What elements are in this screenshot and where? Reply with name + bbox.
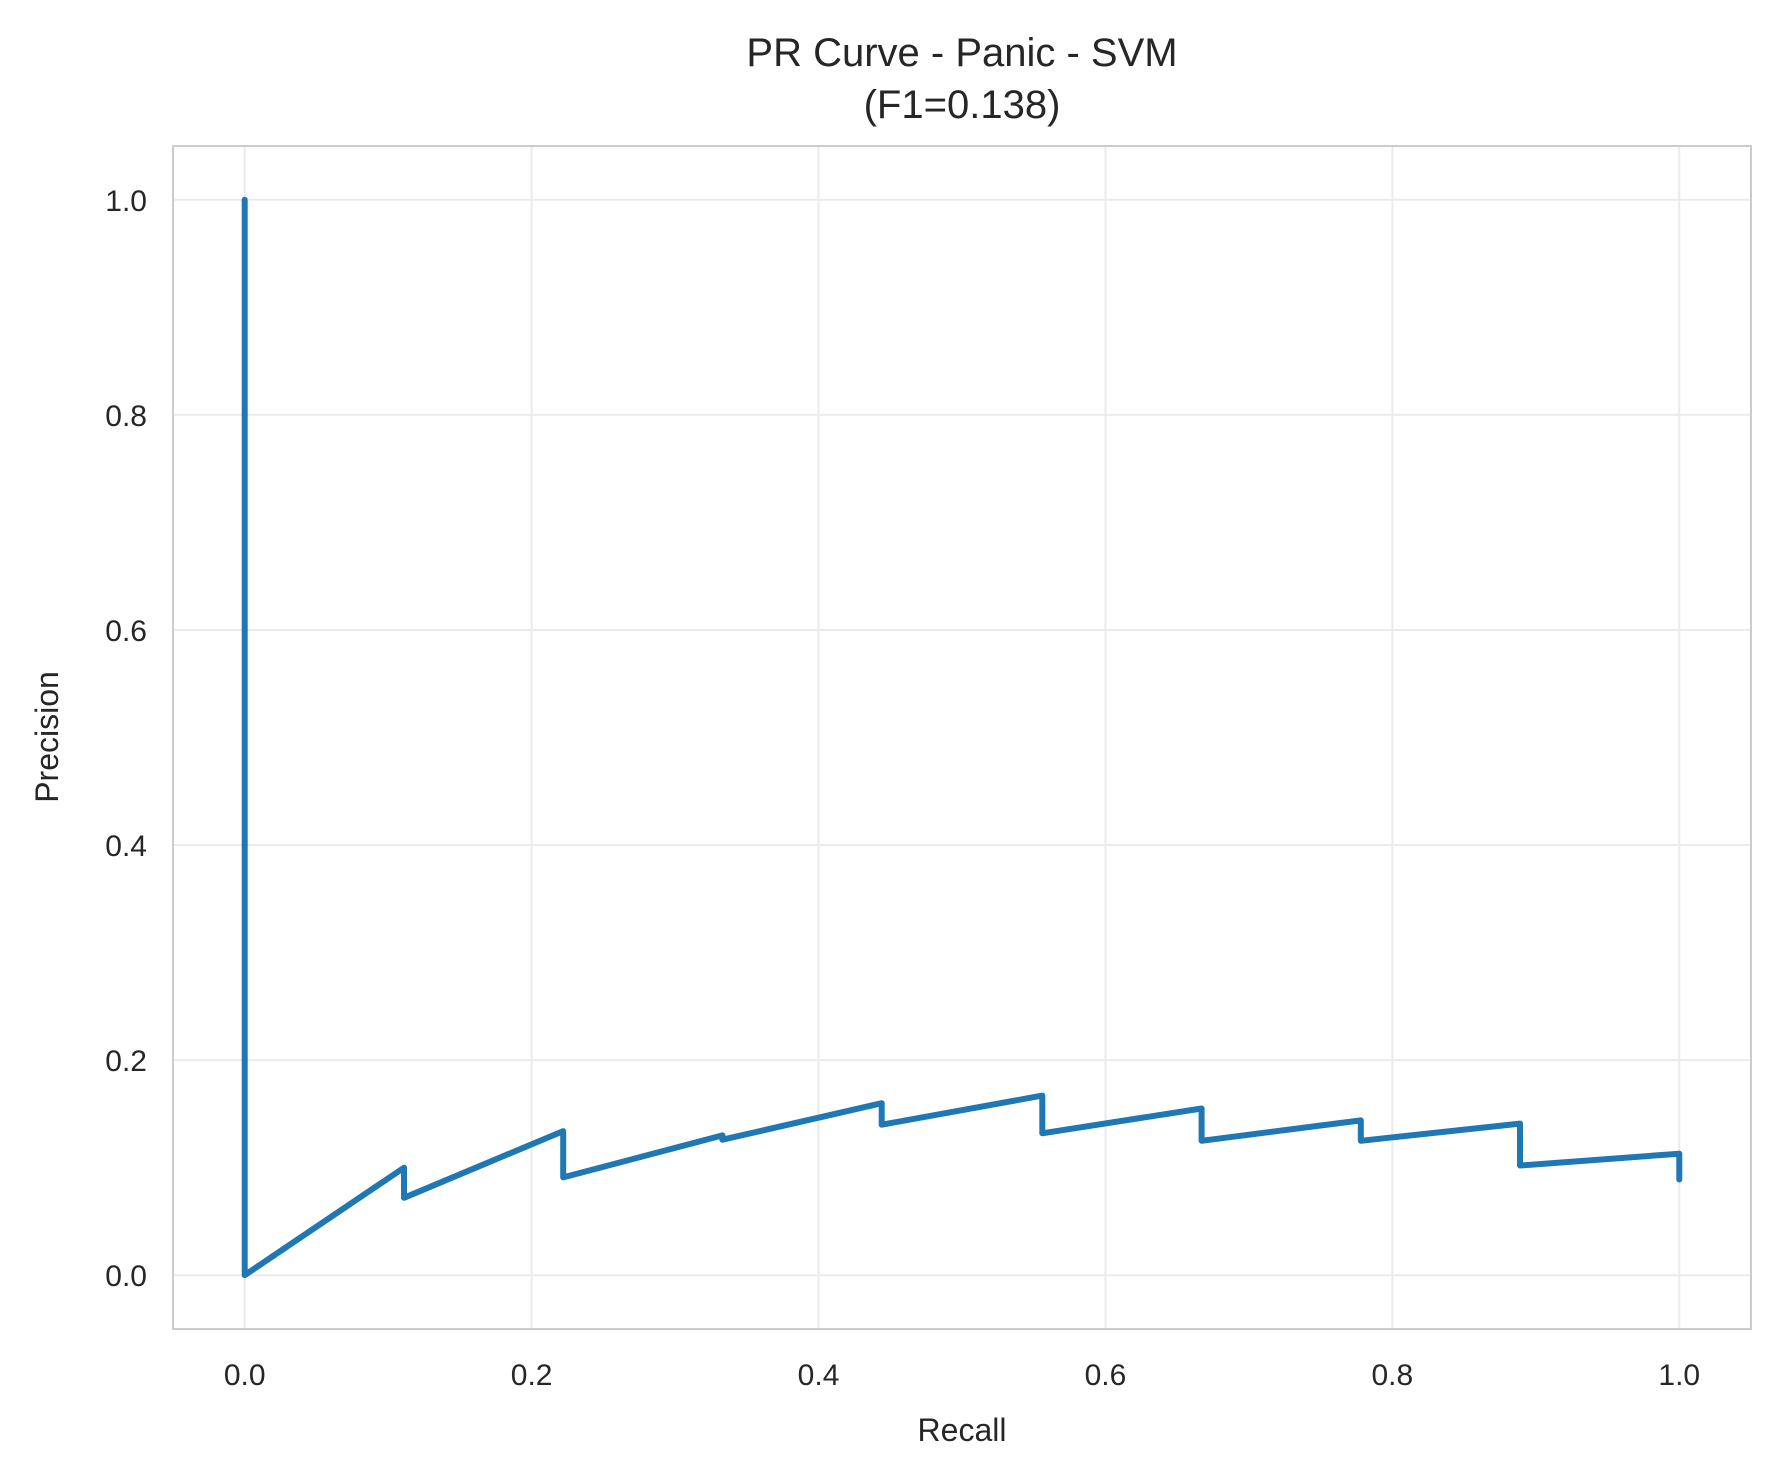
x-axis-label: Recall xyxy=(918,1412,1007,1448)
pr-curve-line xyxy=(241,196,1683,1279)
y-tick-label: 1.0 xyxy=(105,185,147,218)
y-tick-label: 0.0 xyxy=(105,1260,147,1293)
grid-lines xyxy=(173,146,1751,1329)
x-tick-label: 0.8 xyxy=(1372,1359,1414,1392)
y-tick-label: 0.4 xyxy=(105,830,147,863)
x-tick-label: 1.0 xyxy=(1658,1359,1700,1392)
y-axis-label: Precision xyxy=(29,671,65,803)
x-tick-label: 0.4 xyxy=(798,1359,840,1392)
x-tick-label: 0.0 xyxy=(224,1359,266,1392)
chart-title: PR Curve - Panic - SVM xyxy=(746,31,1177,75)
chart-subtitle: (F1=0.138) xyxy=(864,83,1061,127)
y-tick-label: 0.2 xyxy=(105,1045,147,1078)
y-tick-label: 0.8 xyxy=(105,400,147,433)
plot-area xyxy=(173,146,1751,1329)
y-tick-label: 0.6 xyxy=(105,615,147,648)
tick-labels: 0.0 0.2 0.4 0.6 0.8 1.0 0.0 0.2 0.4 0.6 0.8 1.0 xyxy=(105,185,1700,1392)
plot-frame xyxy=(172,145,1752,1330)
x-tick-label: 0.2 xyxy=(511,1359,553,1392)
x-tick-label: 0.6 xyxy=(1085,1359,1127,1392)
